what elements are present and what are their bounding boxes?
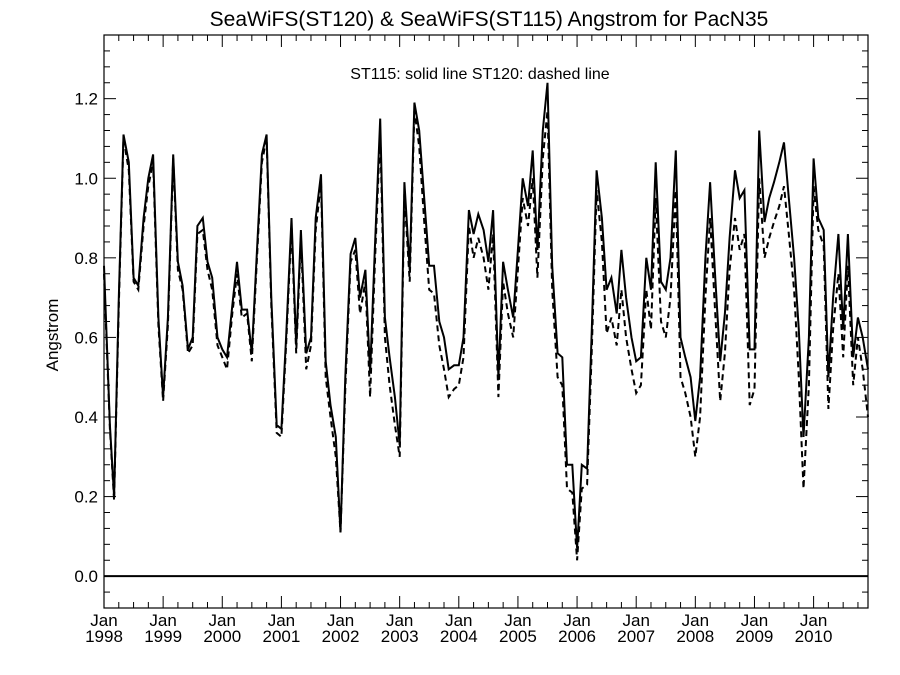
legend-annotation: ST115: solid line ST120: dashed line (350, 66, 610, 83)
y-tick-label: 0.4 (74, 408, 98, 427)
x-tick-month-label: Jan (741, 611, 768, 630)
x-tick-year-label: 2003 (381, 627, 419, 646)
series-line-st115 (103, 82, 869, 549)
y-tick-label: 1.2 (74, 90, 98, 109)
x-tick-month-label: Jan (209, 611, 236, 630)
x-tick-month-label: Jan (149, 611, 176, 630)
x-tick-month-label: Jan (682, 611, 709, 630)
plot-area: 0.00.20.40.60.81.01.2Jan1998Jan1999Jan20… (74, 34, 869, 646)
y-tick-label: 0.0 (74, 567, 98, 586)
x-tick-month-label: Jan (800, 611, 827, 630)
x-tick-year-label: 2009 (736, 627, 774, 646)
y-tick-label: 0.2 (74, 488, 98, 507)
x-tick-year-label: 2010 (795, 627, 833, 646)
x-tick-year-label: 2002 (322, 627, 360, 646)
x-tick-month-label: Jan (90, 611, 117, 630)
plot-frame (103, 34, 869, 609)
x-tick-month-label: Jan (622, 611, 649, 630)
x-tick-month-label: Jan (327, 611, 354, 630)
x-tick-month-label: Jan (504, 611, 531, 630)
y-axis-label: Angstrom (43, 299, 62, 372)
x-tick-year-label: 2005 (499, 627, 537, 646)
x-tick-year-label: 2001 (262, 627, 300, 646)
x-tick-year-label: 2008 (676, 627, 714, 646)
y-tick-label: 0.8 (74, 249, 98, 268)
series-line-st120 (103, 110, 869, 561)
x-tick-month-label: Jan (268, 611, 295, 630)
x-tick-year-label: 2000 (203, 627, 241, 646)
chart-title: SeaWiFS(ST120) & SeaWiFS(ST115) Angstrom… (210, 8, 769, 31)
x-tick-year-label: 2004 (440, 627, 478, 646)
x-tick-year-label: 1998 (85, 627, 123, 646)
x-tick-month-label: Jan (386, 611, 413, 630)
x-tick-month-label: Jan (445, 611, 472, 630)
x-tick-year-label: 2007 (617, 627, 655, 646)
y-tick-label: 0.6 (74, 328, 98, 347)
x-tick-month-label: Jan (563, 611, 590, 630)
y-tick-label: 1.0 (74, 169, 98, 188)
x-tick-year-label: 1999 (144, 627, 182, 646)
x-tick-year-label: 2006 (558, 627, 596, 646)
